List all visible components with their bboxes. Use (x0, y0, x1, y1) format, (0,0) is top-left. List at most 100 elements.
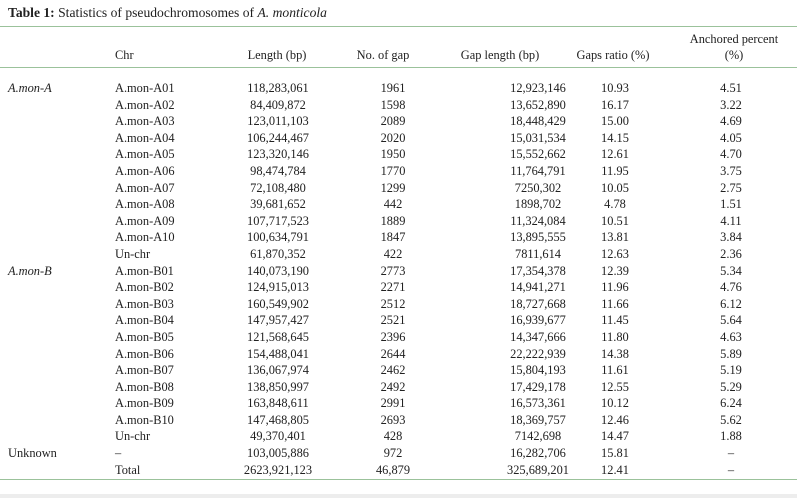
anchored-percent-cell: 3.84 (720, 230, 742, 245)
gaps-ratio-cell: 11.80 (601, 329, 629, 344)
anchored-percent-cell: 4.70 (720, 147, 742, 162)
gap-count-cell: 2512 (380, 296, 406, 311)
anchored-percent-cell: – (727, 446, 735, 461)
chr-cell: A.mon-B08 (115, 379, 174, 394)
gap-count-cell: 1847 (380, 230, 406, 245)
length-cell: 107,717,523 (247, 213, 309, 228)
length-cell: 140,073,190 (247, 263, 309, 278)
length-cell: 103,005,886 (247, 446, 309, 461)
anchored-percent-cell: 2.36 (720, 246, 742, 261)
chr-cell: A.mon-B04 (115, 313, 174, 328)
gaps-ratio-cell: 12.61 (601, 147, 629, 162)
gaps-ratio-cell: 12.63 (601, 246, 629, 261)
anchored-percent-cell: 1.88 (720, 429, 742, 444)
table-row: A.mon-A04 106,244,467 2020 15,031,534 14… (0, 130, 797, 147)
table-row: Total 2623,921,123 46,879 325,689,201 12… (0, 462, 797, 479)
length-cell: 2623,921,123 (243, 462, 313, 477)
length-cell: 118,283,061 (247, 81, 309, 95)
gap-count-cell: 2644 (380, 346, 406, 361)
gaps-ratio-cell: 15.81 (601, 446, 629, 461)
table-row: A.mon-A06 98,474,784 1770 11,764,791 11.… (0, 163, 797, 180)
gap-length-cell: 18,727,668 (510, 296, 566, 311)
anchored-percent-cell: 5.62 (720, 412, 742, 427)
anchored-percent-cell: 4.76 (720, 280, 742, 295)
chr-cell: A.mon-B01 (115, 263, 174, 278)
table-header-row: Chr Length (bp) No. of gap Gap length (b… (0, 27, 797, 67)
header-gap-count: No. of gap (356, 48, 410, 62)
length-cell: 138,850,997 (247, 379, 309, 394)
gap-length-cell: 15,552,662 (510, 147, 566, 162)
anchored-percent-cell: 4.51 (720, 81, 742, 95)
anchored-percent-cell: – (727, 462, 735, 477)
anchored-percent-cell: 5.19 (720, 363, 742, 378)
rule-below-title (0, 26, 797, 28)
length-cell: 160,549,902 (247, 296, 309, 311)
table-row: Unknown – 103,005,886 972 16,282,706 15.… (0, 445, 797, 462)
length-cell: 147,957,427 (247, 313, 309, 328)
gap-length-cell: 18,448,429 (510, 114, 566, 129)
gap-count-cell: 2462 (380, 363, 406, 378)
chr-cell: A.mon-B10 (115, 412, 174, 427)
gap-count-cell: 972 (383, 446, 403, 461)
gaps-ratio-cell: 15.00 (601, 114, 629, 129)
header-gaps-ratio: Gaps ratio (%) (576, 48, 650, 62)
gaps-ratio-cell: 10.12 (601, 396, 629, 411)
chr-cell: A.mon-A07 (115, 180, 175, 195)
anchored-percent-cell: 6.12 (720, 296, 742, 311)
table-title-species: A. monticola (257, 5, 327, 20)
anchored-percent-cell: 1.51 (720, 197, 742, 212)
gap-length-cell: 16,573,361 (510, 396, 566, 411)
gap-length-cell: 7250,302 (514, 180, 562, 195)
gap-length-cell: 15,804,193 (510, 363, 566, 378)
gap-count-cell: 2020 (380, 130, 406, 145)
chr-cell: Total (115, 462, 141, 477)
anchored-percent-cell: 6.24 (720, 396, 742, 411)
group-cell: A.mon-A (8, 81, 52, 95)
chr-cell: – (115, 446, 122, 461)
gap-count-cell: 2773 (380, 263, 406, 278)
gap-length-cell: 17,354,378 (510, 263, 566, 278)
gaps-ratio-cell: 12.46 (601, 412, 629, 427)
table-body: A.mon-A A.mon-A01 118,283,061 1961 12,92… (0, 80, 797, 478)
length-cell: 84,409,872 (250, 97, 306, 112)
chr-cell: Un-chr (115, 246, 151, 261)
gap-length-cell: 13,895,555 (510, 230, 566, 245)
gaps-ratio-cell: 11.66 (601, 296, 629, 311)
chr-cell: A.mon-B09 (115, 396, 174, 411)
length-cell: 123,320,146 (247, 147, 309, 162)
chr-cell: A.mon-B05 (115, 329, 174, 344)
chr-cell: A.mon-A02 (115, 97, 175, 112)
gaps-ratio-cell: 12.39 (601, 263, 629, 278)
length-cell: 49,370,401 (250, 429, 306, 444)
gap-count-cell: 1950 (380, 147, 406, 162)
anchored-percent-cell: 2.75 (720, 180, 742, 195)
gaps-ratio-cell: 14.47 (601, 429, 629, 444)
length-cell: 39,681,652 (250, 197, 306, 212)
table-title-text: Statistics of pseudochromosomes of (54, 5, 258, 20)
length-cell: 121,568,645 (247, 329, 309, 344)
length-cell: 123,011,103 (247, 114, 309, 129)
chr-cell: A.mon-A06 (115, 163, 175, 178)
length-cell: 147,468,805 (247, 412, 309, 427)
gaps-ratio-cell: 14.38 (601, 346, 629, 361)
table-row: A.mon-A02 84,409,872 1598 13,652,890 16.… (0, 97, 797, 114)
gap-length-cell: 1898,702 (514, 197, 562, 212)
gaps-ratio-cell: 11.96 (601, 280, 629, 295)
gap-count-cell: 1598 (380, 97, 406, 112)
length-cell: 106,244,467 (247, 130, 309, 145)
table-row: A.mon-B02 124,915,013 2271 14,941,271 11… (0, 279, 797, 296)
gap-count-cell: 1961 (380, 81, 406, 95)
gap-length-cell: 14,941,271 (510, 280, 566, 295)
table-row: A.mon-B08 138,850,997 2492 17,429,178 12… (0, 379, 797, 396)
table-title: Table 1: Statistics of pseudochromosomes… (8, 4, 327, 22)
gap-length-cell: 11,764,791 (510, 163, 566, 178)
gap-length-cell: 14,347,666 (510, 329, 566, 344)
chr-cell: A.mon-A09 (115, 213, 175, 228)
anchored-percent-cell: 4.63 (720, 329, 742, 344)
header-chr: Chr (115, 48, 134, 62)
header-anchored-percent: Anchored percent (%) (689, 32, 779, 62)
gap-count-cell: 2089 (380, 114, 406, 129)
gap-count-cell: 46,879 (375, 462, 411, 477)
chr-cell: A.mon-A05 (115, 147, 175, 162)
table-row: A.mon-A08 39,681,652 442 1898,702 4.78 1… (0, 196, 797, 213)
